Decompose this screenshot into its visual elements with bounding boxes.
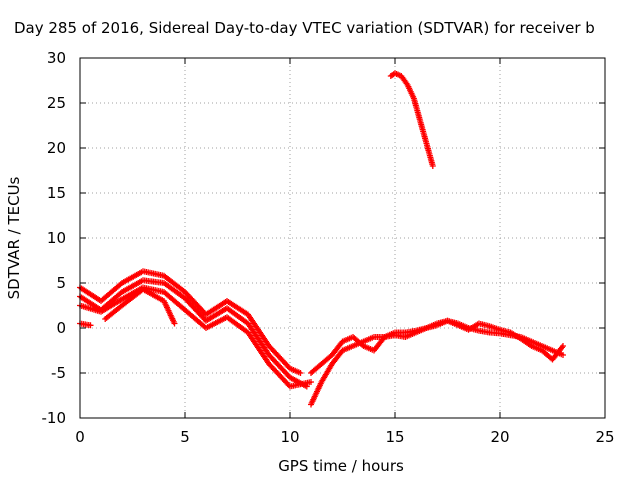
plot-frame (79, 57, 606, 419)
y-tick-label: -5 (51, 364, 66, 382)
y-tick-label: 30 (47, 49, 66, 67)
grid (80, 58, 605, 418)
data-point (87, 322, 94, 329)
data-point (560, 352, 566, 358)
y-tick-label: -10 (42, 409, 67, 427)
data-point (303, 383, 310, 390)
y-tick-label: 0 (56, 319, 66, 337)
y-axis-label: SDTVAR / TECUs (5, 176, 23, 299)
data-points (77, 70, 566, 408)
x-tick-label: 15 (385, 428, 404, 446)
series-track-h (387, 70, 436, 169)
x-tick-label: 25 (595, 428, 614, 446)
y-tick-label: 20 (47, 139, 66, 157)
x-tick-label: 20 (490, 428, 509, 446)
series-track-e (102, 286, 178, 327)
data-point (429, 163, 436, 169)
data-point (308, 379, 314, 385)
y-tick-label: 25 (47, 94, 66, 112)
series-track-c (77, 284, 314, 390)
x-tick-label: 5 (180, 428, 190, 446)
x-tick-label: 0 (75, 428, 85, 446)
series-track-a (77, 268, 304, 376)
data-point (359, 341, 366, 348)
y-tick-label: 10 (47, 229, 66, 247)
series-track-g (308, 317, 566, 376)
y-tick-label: 5 (56, 274, 66, 292)
chart-title: Day 285 of 2016, Sidereal Day-to-day VTE… (14, 19, 595, 37)
x-tick-label: 10 (280, 428, 299, 446)
series-track-d (77, 320, 94, 329)
series-track-f (308, 317, 566, 408)
data-point (560, 343, 566, 349)
data-point (297, 370, 304, 376)
axis-ticks: 0 5 10 15 20 25 -10 -5 0 5 10 15 20 25 30 (42, 49, 615, 446)
y-tick-label: 15 (47, 184, 66, 202)
data-point (171, 320, 178, 327)
x-axis-label: GPS time / hours (278, 457, 404, 475)
